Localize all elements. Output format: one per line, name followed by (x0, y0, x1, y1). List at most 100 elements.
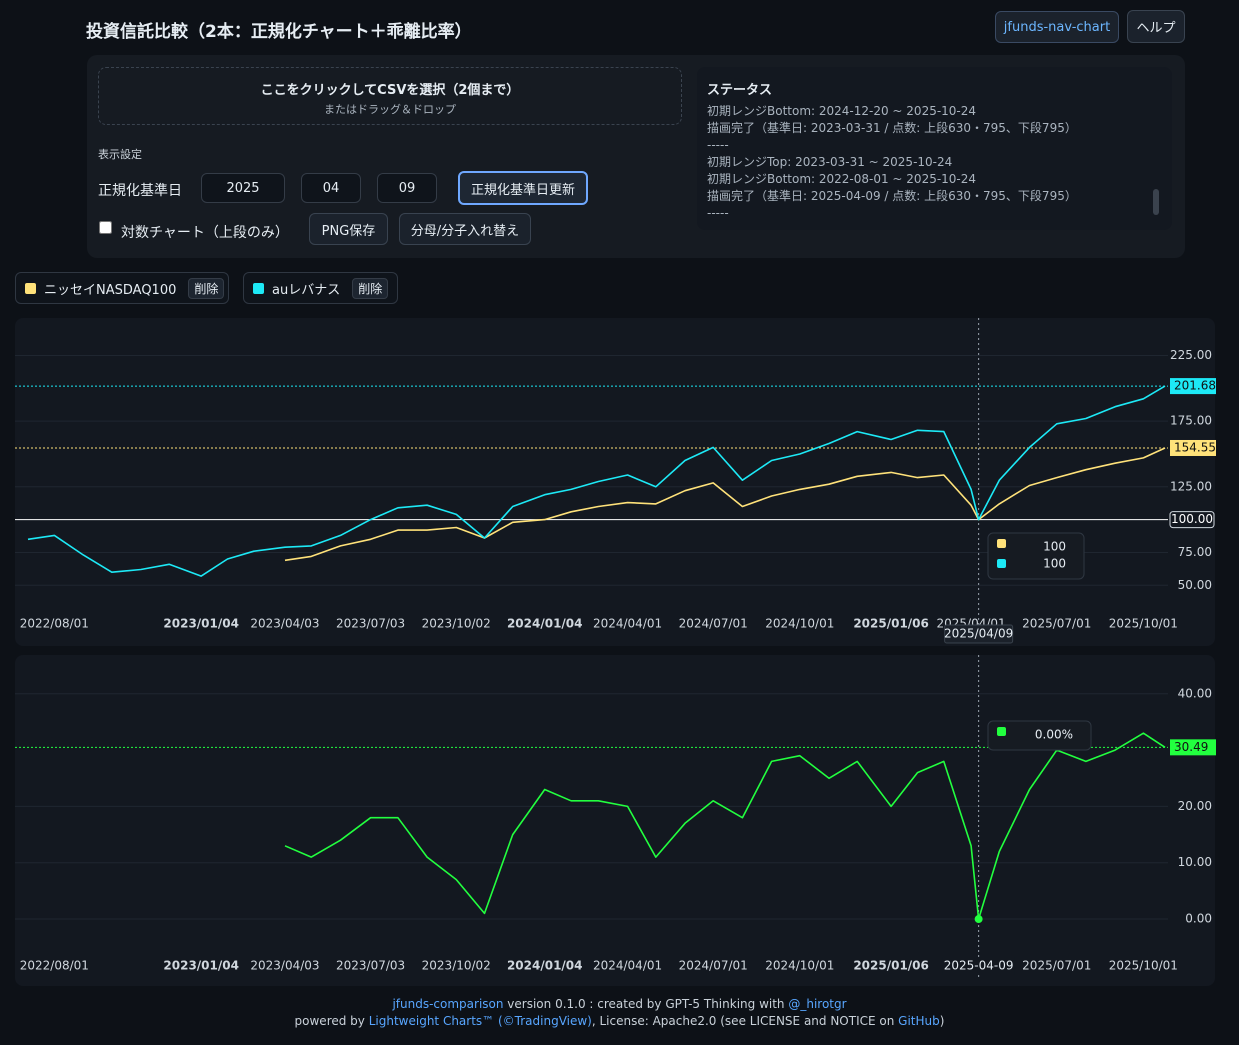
footer-text: , License: Apache2.0 (see LICENSE and NO… (591, 1014, 899, 1028)
status-line: 描画完了（基準日: 2025-04-09 / 点数: 上段630・795、下段7… (707, 189, 1077, 203)
x-tick-label: 2025/10/01 (1109, 617, 1178, 631)
x-tick-label: 2025/01/06 (853, 959, 929, 973)
status-title: ステータス (707, 83, 773, 98)
scrollbar[interactable] (1153, 189, 1159, 215)
status-line: 初期レンジTop: 2023-03-31 ~ 2025-10-24 (707, 155, 953, 169)
footer-text: ) (939, 1014, 945, 1028)
x-tick-label: 2023/01/04 (163, 617, 239, 631)
tooltip-swatch (997, 559, 1006, 568)
x-tick-label: 2023/04/03 (250, 959, 319, 973)
update-button[interactable]: 正規化基準日更新 (458, 171, 588, 205)
y-tick-label: 225.00 (1170, 348, 1212, 362)
series-chip: ニッセイNASDAQ100 削除 (15, 272, 229, 304)
x-tick-label: 2024/10/01 (765, 617, 834, 631)
chart-panel (15, 318, 1215, 646)
x-tick-label: 2023/10/02 (422, 959, 491, 973)
log-checkbox-label[interactable]: 対数チャート（上段のみ） (121, 225, 289, 241)
status-line: ----- (707, 206, 729, 220)
x-tick-label: 2025/07/01 (1022, 617, 1091, 631)
chart-panel (15, 655, 1215, 986)
y-tick-label: 0.00 (1185, 912, 1212, 926)
tooltip (987, 720, 1092, 751)
delete-button[interactable]: 削除 (352, 277, 389, 299)
last-value-box (1170, 439, 1216, 456)
tooltip-swatch (997, 727, 1006, 736)
x-tick-label: 2024/04/01 (593, 617, 662, 631)
x-tick-label: 2024/01/04 (507, 959, 583, 973)
tooltip-value: 100 (1043, 557, 1066, 571)
last-value-label: 154.55 (1174, 440, 1216, 454)
baseline-label: 100.00 (1171, 512, 1213, 526)
x-tick-label: 2025/10/01 (1109, 959, 1178, 973)
last-value-box (1170, 739, 1216, 756)
x-tick-label: 2023/01/04 (163, 959, 239, 973)
tooltip-value: 100 (1043, 540, 1066, 554)
x-tick-label: 2025/01/06 (853, 617, 929, 631)
year-input[interactable]: 2025 (201, 173, 285, 203)
x-tick-label: 2023/07/03 (336, 959, 405, 973)
last-value-label: 201.68 (1174, 379, 1216, 393)
swap-button[interactable]: 分母/分子入れ替え (399, 213, 531, 245)
x-tick-label: 2024/01/04 (507, 617, 583, 631)
y-tick-label: 50.00 (1178, 578, 1212, 592)
footer-link[interactable]: GitHub (898, 1014, 940, 1028)
crosshair-dot (974, 915, 983, 924)
x-tick-label: 2025/07/01 (1022, 959, 1091, 973)
nav-link-button[interactable]: jfunds-nav-chart (995, 11, 1119, 43)
x-tick-label: 2023/04/03 (250, 617, 319, 631)
x-tick-label: 2023/10/02 (422, 617, 491, 631)
footer-text: version 0.1.0 : created by GPT-5 Thinkin… (503, 997, 789, 1011)
footer-text: powered by (294, 1014, 369, 1028)
help-button[interactable]: ヘルプ (1127, 10, 1185, 43)
y-tick-label: 175.00 (1170, 414, 1212, 428)
x-tick-label: 2024/07/01 (679, 959, 748, 973)
y-tick-label: 20.00 (1178, 799, 1212, 813)
log-checkbox[interactable] (99, 221, 112, 234)
status-line: 初期レンジBottom: 2022-08-01 ~ 2025-10-24 (707, 172, 977, 186)
y-tick-label: 75.00 (1178, 545, 1212, 559)
footer-link[interactable]: jfunds-comparison (392, 997, 504, 1011)
footer-line: jfunds-comparison version 0.1.0 : create… (0, 996, 1239, 1013)
x-tick-label: 2024/07/01 (679, 617, 748, 631)
drop-zone-subtitle: またはドラッグ＆ドロップ (324, 103, 456, 116)
x-tick-label: 2024/10/01 (765, 959, 834, 973)
status-line: ----- (707, 138, 729, 152)
footer-link[interactable]: Lightweight Charts™ (©TradingView) (368, 1014, 592, 1028)
day-input[interactable]: 09 (377, 173, 437, 203)
section-label: 表示設定 (98, 148, 142, 161)
base-date-label: 正規化基準日 (98, 183, 182, 199)
status-box: ステータス 初期レンジBottom: 2024-12-20 ~ 2025-10-… (697, 67, 1172, 230)
page-title: 投資信託比較（2本：正規化チャート＋乖離比率） (86, 22, 472, 42)
delete-button[interactable]: 削除 (188, 277, 225, 299)
baseline-label-box (1169, 511, 1215, 529)
chip-color (25, 282, 36, 294)
x-tick-label: 2024/04/01 (593, 959, 662, 973)
y-tick-label: 40.00 (1178, 686, 1212, 700)
month-input[interactable]: 04 (301, 173, 361, 203)
status-line: 初期レンジBottom: 2024-12-20 ~ 2025-10-24 (707, 104, 977, 118)
last-value-label: 30.49 (1174, 740, 1208, 754)
y-tick-label: 10.00 (1178, 855, 1212, 869)
series-line (27, 385, 1166, 577)
x-tick-label: 2022/08/01 (20, 617, 89, 631)
chip-color (253, 282, 264, 294)
status-line: 描画完了（基準日: 2023-03-31 / 点数: 上段630・795、下段7… (707, 121, 1077, 135)
tooltip-value: 0.00% (1035, 728, 1073, 742)
series-chip: auレバナス 削除 (243, 272, 398, 304)
status-log: 初期レンジBottom: 2024-12-20 ~ 2025-10-24 描画完了… (707, 103, 1077, 222)
drop-zone[interactable]: ここをクリックしてCSVを選択（2個まで） またはドラッグ＆ドロップ (98, 67, 682, 125)
footer-link[interactable]: @_hirotgr (788, 997, 847, 1011)
crosshair-label-box (944, 624, 1014, 644)
chip-label: ニッセイNASDAQ100 (44, 282, 177, 298)
crosshair-label: 2025/04/09 (944, 627, 1013, 641)
png-button[interactable]: PNG保存 (309, 213, 388, 245)
crosshair-label: 2025-04-09 (944, 959, 1014, 973)
last-value-box (1170, 378, 1216, 395)
footer-line: powered by Lightweight Charts™ (©Trading… (0, 1013, 1239, 1030)
footer: jfunds-comparison version 0.1.0 : create… (0, 996, 1239, 1030)
tooltip (987, 532, 1085, 580)
y-tick-label: 125.00 (1170, 479, 1212, 493)
x-tick-label: 2023/07/03 (336, 617, 405, 631)
